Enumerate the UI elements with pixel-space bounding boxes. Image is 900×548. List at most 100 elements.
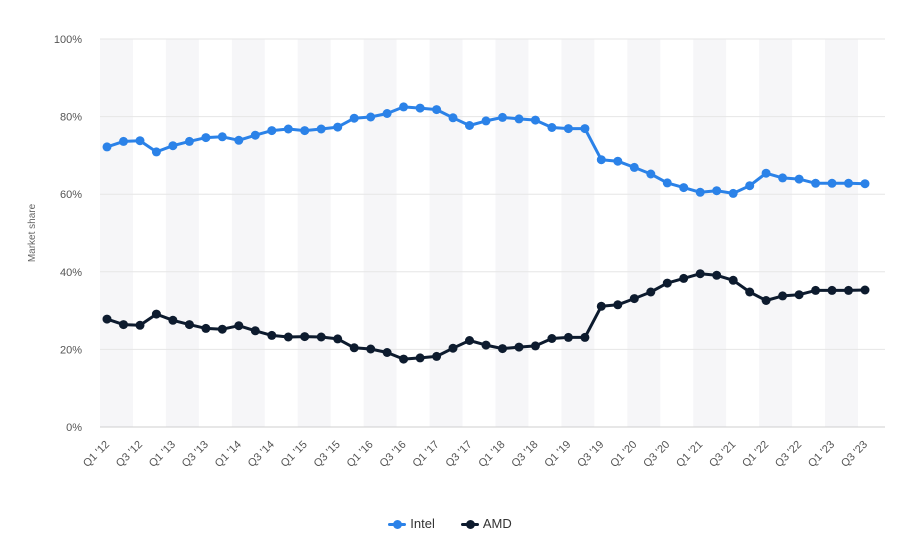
data-point-intel[interactable] — [679, 183, 689, 193]
data-point-intel[interactable] — [580, 124, 590, 134]
legend-item-intel[interactable]: Intel — [388, 516, 435, 531]
data-point-amd[interactable] — [679, 273, 689, 283]
data-point-intel[interactable] — [465, 121, 474, 130]
data-point-amd[interactable] — [530, 341, 540, 351]
data-point-intel[interactable] — [761, 168, 771, 178]
data-point-intel[interactable] — [201, 133, 211, 143]
data-point-amd[interactable] — [563, 332, 573, 342]
data-point-amd[interactable] — [629, 294, 639, 304]
data-point-intel[interactable] — [794, 174, 804, 184]
data-point-amd[interactable] — [728, 275, 738, 285]
data-point-amd[interactable] — [250, 326, 260, 336]
data-point-intel[interactable] — [119, 136, 128, 146]
data-point-amd[interactable] — [514, 342, 524, 352]
data-point-amd[interactable] — [366, 344, 376, 354]
data-point-intel[interactable] — [481, 116, 491, 126]
data-point-amd[interactable] — [300, 332, 310, 342]
data-point-amd[interactable] — [349, 343, 359, 353]
data-point-intel[interactable] — [712, 186, 722, 196]
legend-label-intel: Intel — [410, 516, 435, 531]
data-point-amd[interactable] — [498, 344, 507, 354]
data-point-intel[interactable] — [629, 162, 639, 172]
data-point-amd[interactable] — [646, 287, 656, 297]
data-point-amd[interactable] — [168, 315, 178, 325]
data-point-amd[interactable] — [151, 309, 161, 319]
data-point-intel[interactable] — [135, 136, 145, 146]
data-point-intel[interactable] — [448, 113, 458, 123]
data-point-intel[interactable] — [300, 126, 310, 136]
data-point-amd[interactable] — [316, 332, 326, 342]
data-point-amd[interactable] — [596, 301, 606, 311]
data-point-amd[interactable] — [662, 278, 672, 288]
data-point-amd[interactable] — [119, 320, 128, 330]
data-point-intel[interactable] — [778, 173, 788, 183]
data-point-amd[interactable] — [827, 285, 837, 295]
data-point-amd[interactable] — [448, 343, 458, 353]
data-point-amd[interactable] — [712, 270, 722, 280]
data-point-amd[interactable] — [283, 332, 293, 342]
data-point-amd[interactable] — [267, 330, 277, 340]
data-point-intel[interactable] — [728, 188, 738, 198]
data-point-intel[interactable] — [399, 102, 409, 112]
data-point-amd[interactable] — [234, 321, 244, 331]
data-point-intel[interactable] — [283, 124, 293, 134]
data-point-amd[interactable] — [217, 324, 227, 334]
data-point-amd[interactable] — [415, 353, 425, 363]
data-point-amd[interactable] — [201, 323, 211, 333]
data-point-amd[interactable] — [580, 332, 590, 342]
data-point-intel[interactable] — [530, 115, 540, 125]
data-point-amd[interactable] — [745, 287, 755, 297]
data-point-intel[interactable] — [366, 112, 376, 122]
data-point-amd[interactable] — [860, 285, 870, 295]
data-point-amd[interactable] — [135, 320, 145, 330]
x-tick-label: Q1 '15 — [279, 439, 310, 470]
data-point-intel[interactable] — [498, 112, 507, 122]
data-point-intel[interactable] — [151, 147, 161, 157]
data-point-amd[interactable] — [613, 300, 623, 310]
data-point-intel[interactable] — [382, 109, 392, 118]
data-point-intel[interactable] — [415, 103, 425, 113]
data-point-intel[interactable] — [333, 122, 343, 132]
data-point-amd[interactable] — [811, 285, 821, 295]
data-point-intel[interactable] — [102, 142, 112, 152]
data-point-intel[interactable] — [745, 181, 755, 191]
data-point-intel[interactable] — [860, 179, 870, 189]
data-point-intel[interactable] — [563, 124, 573, 134]
data-point-intel[interactable] — [695, 187, 705, 197]
data-point-amd[interactable] — [333, 334, 343, 344]
data-point-intel[interactable] — [432, 105, 442, 115]
data-point-intel[interactable] — [267, 126, 277, 136]
data-point-amd[interactable] — [102, 314, 112, 324]
data-point-amd[interactable] — [465, 336, 474, 345]
data-point-amd[interactable] — [399, 354, 409, 364]
data-point-intel[interactable] — [349, 113, 359, 123]
data-point-amd[interactable] — [695, 269, 705, 279]
data-point-intel[interactable] — [613, 156, 623, 166]
data-point-intel[interactable] — [184, 136, 194, 146]
data-point-intel[interactable] — [250, 130, 260, 140]
data-point-intel[interactable] — [168, 141, 178, 151]
data-point-intel[interactable] — [316, 124, 326, 134]
data-point-intel[interactable] — [514, 114, 524, 124]
legend-item-amd[interactable]: AMD — [460, 516, 512, 531]
data-point-intel[interactable] — [234, 135, 244, 145]
data-point-amd[interactable] — [382, 348, 392, 357]
data-point-intel[interactable] — [827, 178, 837, 188]
data-point-intel[interactable] — [844, 178, 853, 188]
data-point-amd[interactable] — [481, 340, 491, 350]
data-point-amd[interactable] — [844, 285, 853, 295]
data-point-amd[interactable] — [794, 290, 804, 300]
data-point-intel[interactable] — [811, 178, 821, 188]
x-tick-label: Q1 '14 — [213, 439, 244, 470]
data-point-amd[interactable] — [547, 334, 557, 343]
data-point-intel[interactable] — [662, 178, 672, 188]
data-point-amd[interactable] — [778, 291, 788, 301]
data-point-intel[interactable] — [596, 155, 606, 165]
data-point-amd[interactable] — [184, 320, 194, 330]
data-point-intel[interactable] — [646, 169, 656, 179]
data-point-intel[interactable] — [547, 123, 557, 132]
data-point-amd[interactable] — [432, 351, 442, 361]
data-point-amd[interactable] — [761, 296, 771, 305]
data-point-intel[interactable] — [217, 132, 227, 142]
y-axis-ticks: 0% 20% 40% 60% 80% 100% — [54, 34, 82, 434]
